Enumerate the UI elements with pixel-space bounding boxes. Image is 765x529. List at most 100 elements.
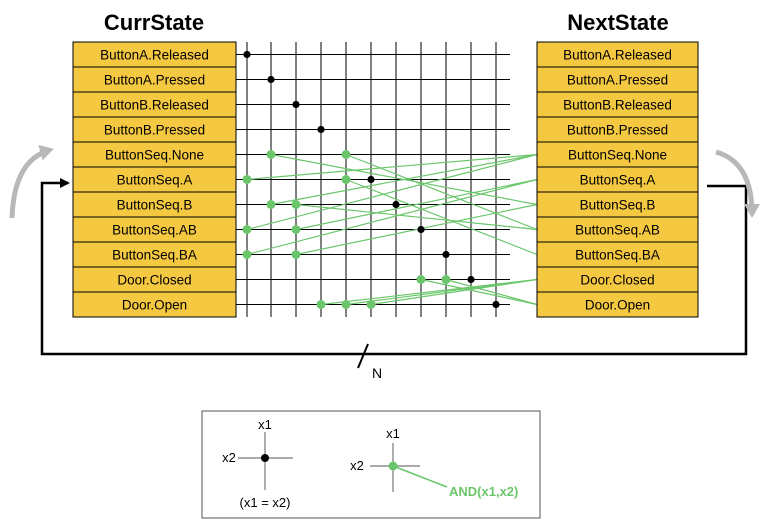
next-state-title: NextState [567,10,668,35]
next-state-box: ButtonSeq.None [536,141,699,168]
and-junction-dot [242,250,252,259]
identity-dot-6 [367,175,375,184]
next-state-rect [536,291,699,318]
curr-state-label: ButtonSeq.None [105,148,204,163]
left-cycle-arrow [9,144,54,219]
and-output-line [246,153,538,181]
curr-state-box: ButtonSeq.None [72,141,237,168]
curr-state-rect [72,216,237,243]
curr-state-rect [72,91,237,118]
next-state-rect [536,91,699,118]
curr-state-box: ButtonSeq.A [72,166,237,193]
bus-width-label: N [372,365,382,381]
curr-state-box: ButtonB.Released [72,91,237,118]
legend-equality-caption: (x1 = x2) [240,495,291,510]
next-state-label: ButtonA.Released [563,48,672,63]
next-state-rect [536,116,699,143]
identity-dot-8 [417,225,425,234]
curr-state-label: ButtonB.Pressed [104,123,205,138]
and-junction-dot [341,150,351,159]
next-state-label: Door.Closed [580,273,654,288]
curr-state-box: ButtonSeq.B [72,191,237,218]
curr-state-label: ButtonA.Released [100,48,209,63]
and-junction-dot [341,300,351,309]
curr-state-rect [72,166,237,193]
and-junction-dot [441,275,451,284]
next-state-label: ButtonSeq.B [580,198,656,213]
identity-dot-1 [243,50,251,59]
curr-state-label: Door.Open [122,298,187,313]
and-output-line [345,278,538,306]
and-junction-dot [366,300,376,309]
and-junction-dot [341,175,351,184]
next-state-rect [536,266,699,293]
next-state-label: ButtonSeq.AB [575,223,660,238]
and-output-line [270,153,538,206]
curr-state-box: ButtonB.Pressed [72,116,237,143]
curr-state-rect [72,41,237,68]
next-state-rect [536,166,699,193]
curr-state-label: ButtonB.Released [100,98,209,113]
curr-state-rect [72,66,237,93]
right-cycle-arrow [715,149,760,218]
and-output-line [246,178,538,256]
next-state-rect [536,191,699,218]
next-state-label: ButtonSeq.BA [575,248,660,263]
curr-state-rect [72,291,237,318]
curr-state-rect [72,191,237,218]
legend-box: x1 x2 (x1 = x2) x1 x2 AND(x1,x2) [201,410,541,519]
curr-state-column: ButtonA.Released ButtonA.Pressed ButtonB.R… [72,41,237,318]
crossbar-grid [236,42,510,317]
curr-state-label: Door.Closed [117,273,191,288]
next-state-box: ButtonSeq.A [536,166,699,193]
transition-lines [246,153,538,306]
and-junction-dot [242,175,252,184]
next-state-box: ButtonA.Released [536,41,699,68]
next-state-label: ButtonSeq.A [580,173,656,188]
curr-state-box: Door.Closed [72,266,237,293]
junction-dots [242,50,500,309]
next-state-box: ButtonSeq.AB [536,216,699,243]
identity-dot-10 [467,275,475,284]
next-state-column: ButtonA.Released ButtonA.Pressed ButtonB.R… [536,41,699,318]
curr-state-label: ButtonA.Pressed [104,73,205,88]
and-junction-dot [291,250,301,259]
next-state-label: ButtonSeq.None [568,148,667,163]
next-state-box: ButtonSeq.BA [536,241,699,268]
and-junction-dot [291,200,301,209]
curr-state-label: ButtonSeq.B [117,198,193,213]
and-junction-dot [266,200,276,209]
feedback-loop-arrow [40,178,748,356]
identity-dot-3 [292,100,300,109]
curr-state-rect [72,241,237,268]
and-junction-dot [242,225,252,234]
and-output-line [345,153,538,231]
and-junction-dot [266,150,276,159]
curr-state-box: ButtonSeq.BA [72,241,237,268]
curr-state-title: CurrState [104,10,204,35]
legend-x1-label-b: x1 [386,426,400,441]
next-state-box: ButtonA.Pressed [536,66,699,93]
legend-x1-label-a: x1 [258,417,272,432]
legend-and-caption: AND(x1,x2) [449,484,518,499]
legend-and-dot [388,461,398,471]
next-state-rect [536,66,699,93]
and-junction-dot [316,300,326,309]
curr-state-label: ButtonSeq.AB [112,223,197,238]
and-output-line [445,278,538,306]
curr-state-box: ButtonA.Released [72,41,237,68]
next-state-box: ButtonB.Pressed [536,116,699,143]
and-output-line [246,153,538,231]
curr-state-box: ButtonA.Pressed [72,66,237,93]
and-output-line [295,203,538,256]
identity-dot-9 [442,250,450,259]
and-output-line [295,203,538,231]
identity-dot-2 [267,75,275,84]
curr-state-rect [72,266,237,293]
next-state-label: ButtonB.Released [563,98,672,113]
next-state-box: ButtonB.Released [536,91,699,118]
and-output-line [420,278,538,306]
next-state-rect [536,141,699,168]
and-output-line [345,178,538,256]
